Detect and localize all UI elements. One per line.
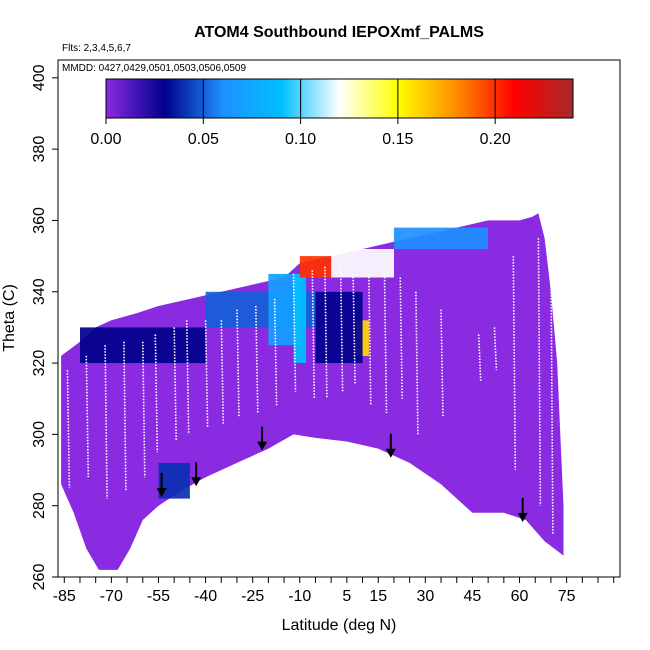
flight-track [550, 256, 554, 535]
flight-track [399, 277, 403, 399]
y-axis-tick-label: 360 [31, 207, 48, 234]
x-axis-tick-label: -40 [194, 588, 217, 605]
down-arrow-marker [156, 472, 167, 497]
heatmap-hotspots [80, 227, 489, 499]
colorbar-tick-label: 0.15 [382, 131, 413, 148]
arrow-markers [156, 426, 528, 522]
arrow-head [156, 487, 167, 497]
x-axis: -85 -70 -55 -40 -25 -10 5 15 30 45 60 75 [53, 577, 615, 605]
y-axis-label: Theta (C) [1, 284, 18, 352]
arrow-head [257, 441, 268, 451]
y-axis-tick-label: 260 [31, 564, 48, 591]
x-axis-tick-label: 5 [342, 588, 351, 605]
flight-track [352, 273, 356, 385]
x-axis-tick-label: 45 [464, 588, 482, 605]
y-axis-tick-label: 300 [31, 421, 48, 448]
colorbar-tick-label: 0.10 [285, 131, 316, 148]
arrow-head [191, 477, 202, 487]
down-arrow-marker [191, 462, 202, 487]
x-axis-tick-label: -55 [147, 588, 170, 605]
heatmap-cell [299, 256, 332, 278]
colorbar-tick-label: 0.05 [188, 131, 219, 148]
y-axis-tick-label: 280 [31, 492, 48, 519]
heatmap-cell [331, 249, 394, 278]
colorbar-tick-label: 0.00 [90, 131, 121, 148]
heatmap-field [61, 213, 564, 570]
flight-track [368, 273, 372, 406]
flight-track [123, 341, 127, 492]
heatmap-cell [393, 227, 489, 249]
colorbar-ticks: 0.00 0.05 0.10 0.15 0.20 [90, 79, 511, 148]
down-arrow-marker [257, 426, 268, 451]
y-axis-tick-label: 340 [31, 278, 48, 305]
heatmap-cell [293, 273, 307, 363]
down-arrow-marker [385, 433, 396, 458]
x-axis-tick-label: 60 [511, 588, 529, 605]
x-axis-tick-label: 75 [558, 588, 576, 605]
flight-track [173, 327, 177, 442]
x-axis-tick-label: -10 [288, 588, 311, 605]
x-axis-tick-label: -25 [241, 588, 264, 605]
flight-track [85, 355, 90, 478]
y-axis-tick-label: 380 [31, 136, 48, 163]
dates-annotation: MMDD: 0427,0429,0501,0503,0506,0509 [62, 63, 246, 74]
y-axis: 260 280 300 320 340 360 380 400 [31, 64, 58, 590]
x-axis-tick-label: -85 [53, 588, 76, 605]
flight-track [185, 320, 190, 435]
down-arrow-marker [517, 497, 528, 522]
flight-track [493, 327, 498, 371]
arrow-head [385, 448, 396, 458]
flight-track [324, 266, 328, 399]
colorbar: 0.00 0.05 0.10 0.15 0.20 [90, 78, 574, 148]
flight-track [512, 256, 517, 471]
flight-track [311, 270, 316, 399]
flight-track [383, 273, 388, 414]
x-axis-tick-label: 30 [416, 588, 434, 605]
x-axis-tick-label: -70 [100, 588, 123, 605]
colorbar-tick-label: 0.20 [480, 131, 511, 148]
y-axis-tick-label: 320 [31, 350, 48, 377]
x-axis-tick-label: 15 [369, 588, 387, 605]
arrow-head [517, 512, 528, 522]
colorbar-gradient [105, 78, 574, 119]
y-axis-tick-label: 400 [31, 64, 48, 91]
x-axis-label: Latitude (deg N) [282, 617, 397, 634]
flight-track [537, 238, 542, 506]
heatmap-cell [315, 291, 363, 364]
flight-tracks [66, 238, 554, 535]
plot-frame [57, 59, 621, 578]
chart-title: ATOM4 Southbound IEPOXmf_PALMS [194, 24, 484, 41]
flights-annotation: Flts: 2,3,4,5,6,7 [62, 43, 131, 54]
flight-track [220, 320, 225, 424]
